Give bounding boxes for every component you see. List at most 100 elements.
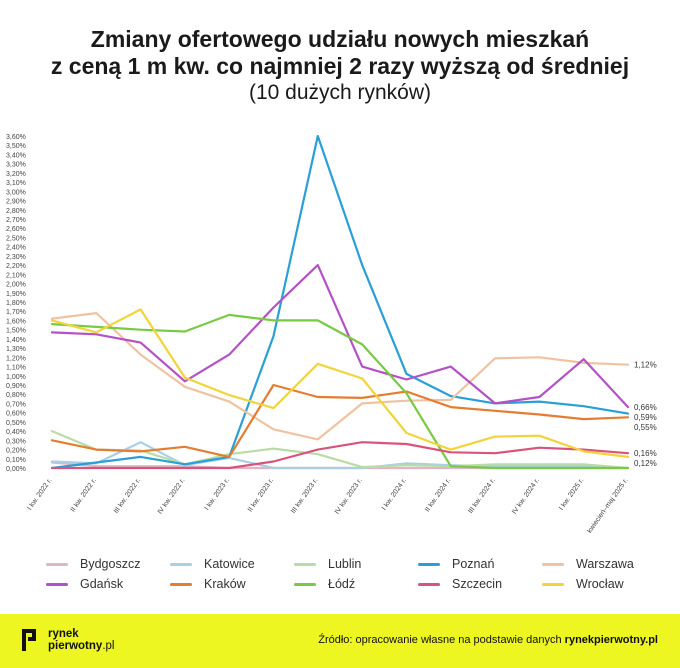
legend-item: Warszawa [542,557,634,571]
y-tick-label: 2,40% [6,245,26,252]
series-line-poznań [50,134,630,470]
y-tick-label: 1,90% [6,291,26,298]
y-tick-label: 3,30% [6,162,26,169]
legend-label: Wrocław [576,577,624,591]
title-line-1: Zmiany ofertowego udziału nowych mieszka… [90,26,590,52]
legend-item: Katowice [170,557,255,571]
title-subtitle: (10 dużych rynków) [248,81,432,104]
series-line-szczecin [50,441,630,470]
title-line-2: z ceną 1 m kw. co najmniej 2 razy wyższą… [50,53,630,79]
legend-label: Kraków [204,577,246,591]
y-tick-label: 1,80% [6,300,26,307]
y-tick-label: 2,80% [6,208,26,215]
series-line-lublin [50,430,630,470]
y-tick-label: 0,10% [6,457,26,464]
x-tick-label: III kw. 2023 r. [290,477,319,515]
footer-bar: rynek pierwotny.pl Źródło: opracowanie w… [0,614,680,668]
y-tick-label: 0,80% [6,392,26,399]
legend-label: Łódź [328,577,356,591]
legend-item: Gdańsk [46,577,123,591]
source-brand: rynekpierwotny.pl [564,634,658,646]
legend-item: Bydgoszcz [46,557,140,571]
y-tick-label: 2,00% [6,282,26,289]
legend-label: Szczecin [452,577,503,591]
y-tick-label: 0,90% [6,383,26,390]
y-tick-label: 3,00% [6,189,26,196]
y-tick-label: 2,90% [6,199,26,206]
x-tick-label: II kw. 2022 r. [70,477,98,513]
legend-label: Poznań [452,557,495,571]
y-tick-label: 2,60% [6,226,26,233]
x-tick-label: IV kw. 2022 r. [157,477,187,515]
y-tick-label: 0,40% [6,429,26,436]
y-tick-label: 3,20% [6,171,26,178]
brand-logo[interactable]: rynek pierwotny.pl [20,627,114,653]
y-tick-label: 1,30% [6,346,26,353]
y-tick-label: 1,20% [6,355,26,362]
series-line-katowice [50,441,630,470]
logo-mark-icon [20,627,42,653]
y-tick-label: 3,10% [6,180,26,187]
y-tick-label: 0,00% [6,466,26,473]
legend-swatch [46,562,68,566]
end-value-label: 0,12% [634,459,657,468]
series-line-warszawa [50,312,630,441]
series-line-wrocław [50,308,630,458]
x-tick-label: I kw. 2024 r. [381,477,408,512]
legend-swatch [542,582,564,586]
y-tick-label: 2,50% [6,235,26,242]
legend-item: Wrocław [542,577,624,591]
y-tick-label: 1,10% [6,365,26,372]
legend-label: Katowice [204,557,255,571]
legend-label: Lublin [328,557,362,571]
legend-label: Bydgoszcz [80,557,141,571]
logo-suffix: .pl [102,640,115,652]
y-tick-label: 1,60% [6,318,26,325]
end-value-label: 0,59% [634,413,657,422]
end-value-label: 0,16% [634,449,657,458]
legend-swatch [418,582,440,586]
legend-item: Poznań [418,557,494,571]
y-tick-label: 2,30% [6,254,26,261]
legend-item: Szczecin [418,577,502,591]
legend-swatch [542,562,564,566]
legend-item: Łódź [294,577,355,591]
series-line-gdańsk [50,264,630,409]
line-chart: 0,00% 0,10% 0,20% 0,30% 0,40% 0,50% 0,60% 0,70%… [6,134,657,535]
y-tick-label: 2,20% [6,263,26,270]
y-tick-label: 3,60% [6,134,26,141]
x-tick-label: II kw. 2024 r. [424,477,452,513]
end-value-label: 0,66% [634,403,657,412]
y-tick-label: 1,70% [6,309,26,316]
y-tick-label: 0,50% [6,420,26,427]
end-value-label: 0,55% [634,423,657,432]
y-tick-label: 2,10% [6,272,26,279]
chart-title: Zmiany ofertowego udziału nowych mieszka… [0,26,680,105]
legend-label: Warszawa [576,557,634,571]
legend-swatch [46,582,68,586]
x-tick-label: I kw. 2025 r. [558,477,585,512]
y-tick-label: 1,50% [6,328,26,335]
legend-swatch [418,562,440,566]
source-note: Źródło: opracowanie własne na podstawie … [318,634,658,646]
legend-swatch [294,582,316,586]
x-tick-label: kwiecień–maj 2025 r. [586,477,629,535]
legend-swatch [170,562,192,566]
x-tick-label: I kw. 2023 r. [204,477,231,512]
y-tick-label: 1,00% [6,374,26,381]
logo-line-1: rynek [48,628,79,640]
y-tick-label: 2,70% [6,217,26,224]
legend-item: Kraków [170,577,246,591]
y-tick-label: 3,50% [6,143,26,150]
logo-wordmark: rynek pierwotny.pl [48,628,114,652]
end-value-label: 1,12% [634,361,657,370]
x-tick-label: III kw. 2022 r. [113,477,142,515]
y-tick-label: 1,40% [6,337,26,344]
y-tick-label: 0,30% [6,438,26,445]
series-line-łódź [50,313,630,470]
legend-item: Lublin [294,557,361,571]
logo-line-2: pierwotny [48,640,103,652]
x-tick-label: III kw. 2024 r. [467,477,496,515]
x-tick-label: I kw. 2022 r. [26,477,53,512]
legend-swatch [170,582,192,586]
